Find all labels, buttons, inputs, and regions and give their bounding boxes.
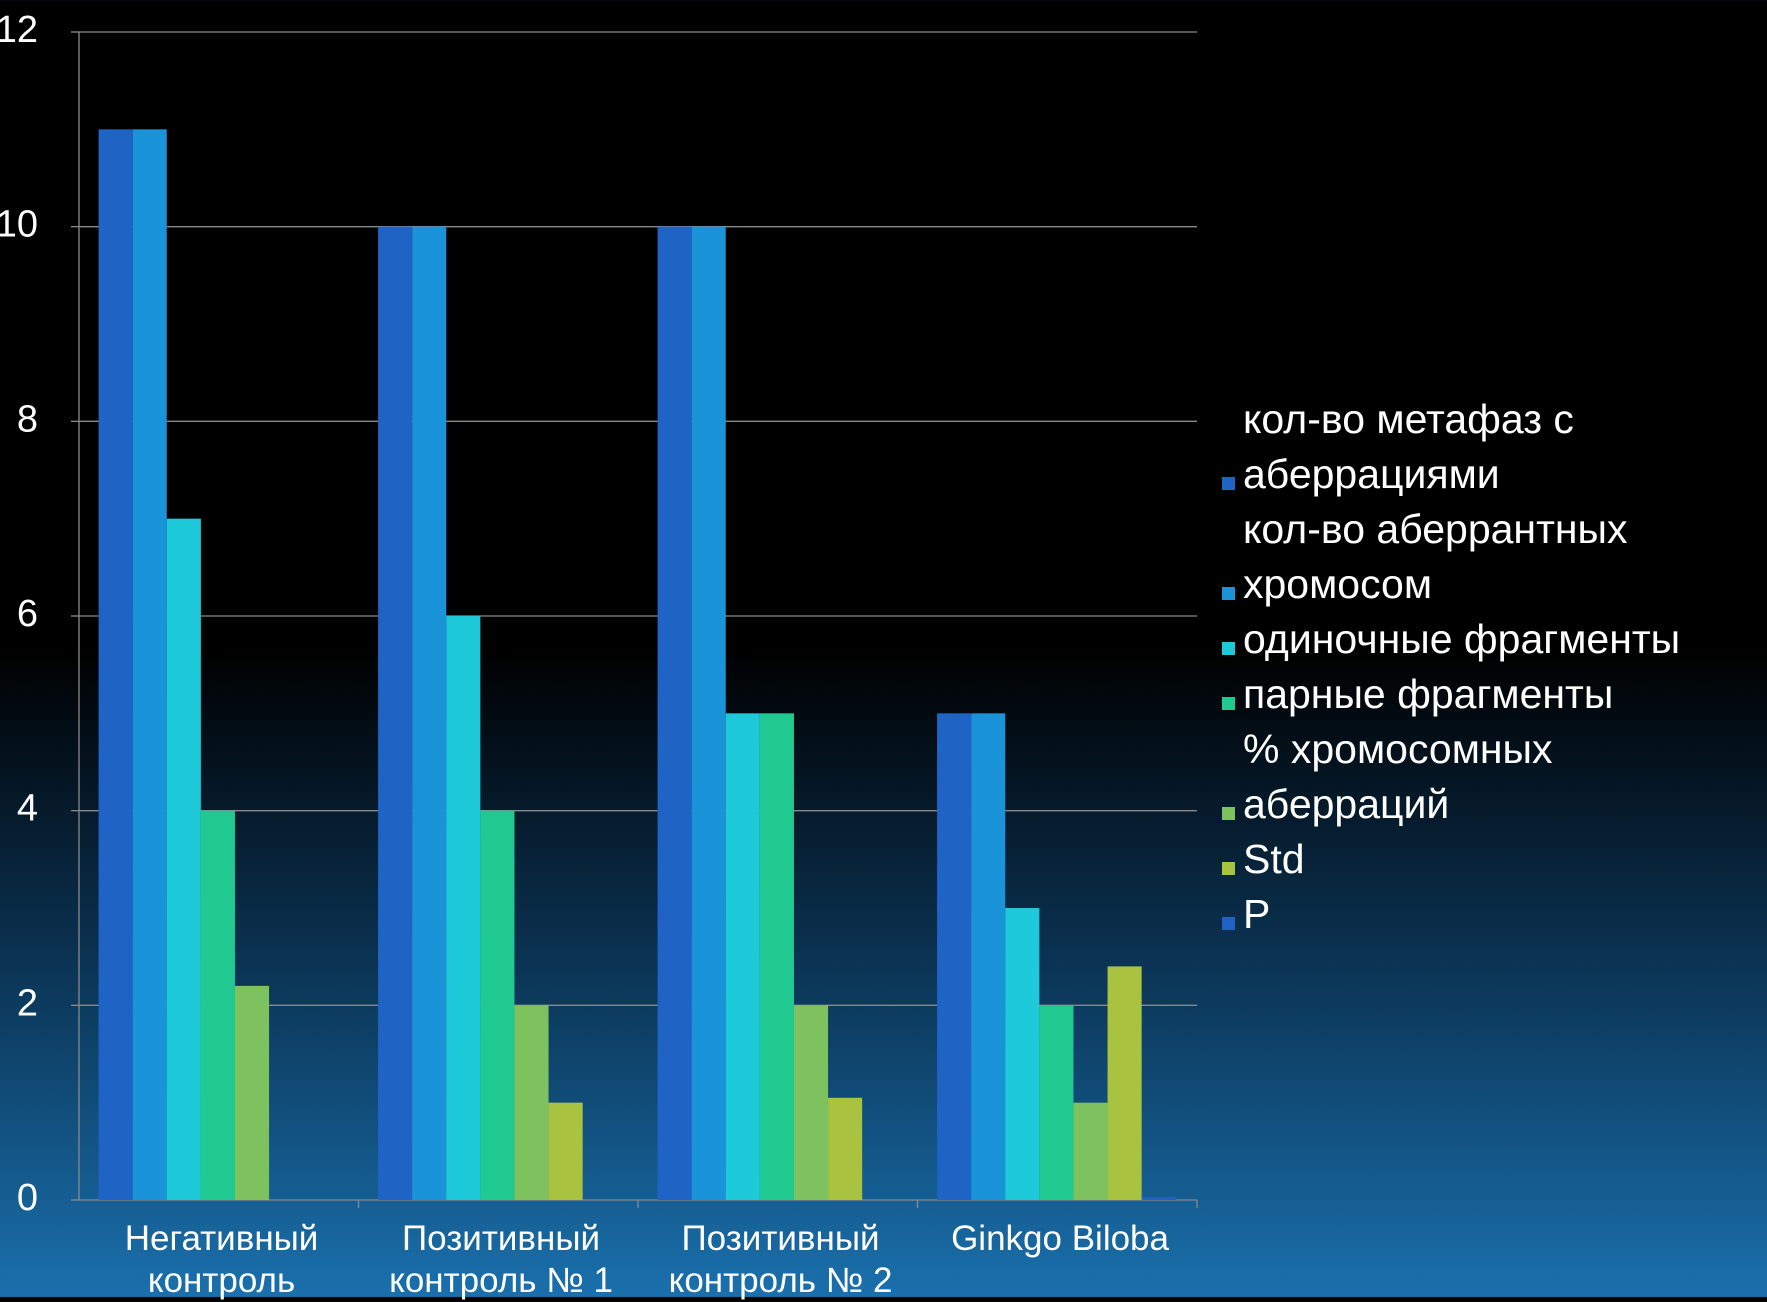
- bar: [166, 518, 201, 1200]
- bar: [691, 226, 726, 1200]
- legend-swatch: [1222, 862, 1235, 875]
- legend-label: кол-во аберрантных хромосом: [1243, 506, 1628, 607]
- legend-entry: % хромосомных аберраций: [1222, 722, 1767, 832]
- legend-entry: кол-во метафаз с аберрациями: [1222, 392, 1767, 502]
- legend-swatch: [1222, 642, 1235, 655]
- legend: кол-во метафаз с аберрациями кол-во аберр…: [1222, 392, 1767, 942]
- bar: [937, 713, 972, 1200]
- bar: [1073, 1102, 1108, 1200]
- legend-entry: Std: [1222, 832, 1767, 887]
- legend-swatch: [1222, 477, 1235, 490]
- bar: [725, 713, 760, 1200]
- x-tick-label: Позитивный контроль № 2: [668, 1219, 893, 1300]
- bar: [657, 226, 692, 1200]
- bar: [793, 1005, 829, 1200]
- y-tick-label: 12: [0, 9, 38, 51]
- bar: [378, 226, 413, 1200]
- legend-label: кол-во метафаз с аберрациями: [1243, 396, 1574, 497]
- bar: [132, 129, 167, 1200]
- bar: [514, 1005, 549, 1200]
- legend-swatch: [1222, 587, 1235, 600]
- legend-label: % хромосомных аберраций: [1243, 726, 1553, 827]
- bar: [446, 616, 481, 1200]
- bar: [1005, 908, 1040, 1200]
- legend-label: одиночные фрагменты: [1243, 616, 1681, 662]
- legend-entry: одиночные фрагменты: [1222, 612, 1767, 667]
- bar: [234, 985, 270, 1200]
- bar: [759, 713, 794, 1200]
- legend-entry: кол-во аберрантных хромосом: [1222, 502, 1767, 612]
- bar: [828, 1097, 863, 1200]
- bar: [412, 226, 447, 1200]
- x-tick-label: Негативный контроль: [124, 1219, 319, 1300]
- y-tick-label: 2: [17, 982, 38, 1024]
- x-tick-label: Позитивный контроль № 1: [389, 1219, 613, 1300]
- bar: [98, 129, 133, 1200]
- y-tick-label: 8: [17, 398, 38, 440]
- bar: [200, 810, 235, 1200]
- bar: [1039, 1005, 1074, 1200]
- legend-entry: парные фрагменты: [1222, 667, 1767, 722]
- bar: [1107, 966, 1142, 1200]
- y-tick-label: 4: [17, 788, 38, 830]
- legend-label: парные фрагменты: [1243, 671, 1614, 717]
- bar: [548, 1102, 583, 1200]
- bar: [1141, 1197, 1176, 1200]
- legend-swatch: [1222, 917, 1235, 930]
- legend-label: Std: [1243, 836, 1305, 882]
- y-tick-label: 0: [17, 1177, 38, 1219]
- legend-swatch: [1222, 807, 1235, 820]
- bar: [480, 810, 515, 1200]
- legend-swatch: [1222, 697, 1235, 710]
- bar: [971, 713, 1006, 1200]
- x-tick-label: Ginkgo Biloba: [951, 1219, 1169, 1258]
- legend-entry: P: [1222, 887, 1767, 942]
- legend-label: P: [1243, 891, 1271, 937]
- y-tick-label: 10: [0, 204, 38, 246]
- y-tick-label: 6: [17, 593, 38, 635]
